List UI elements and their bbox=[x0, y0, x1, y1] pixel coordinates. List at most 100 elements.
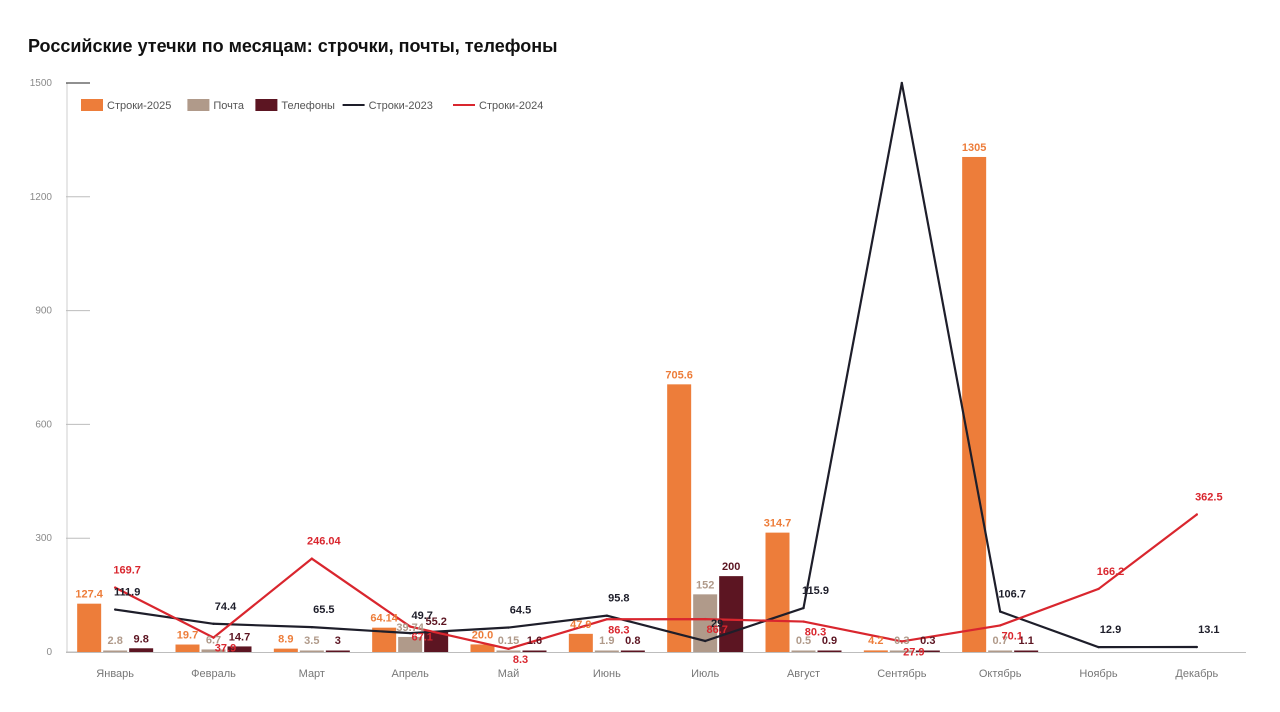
bar bbox=[889, 650, 914, 652]
x-tick-label: Март bbox=[299, 668, 325, 680]
legend-swatch bbox=[81, 99, 103, 111]
bar bbox=[398, 636, 423, 652]
series-point bbox=[1097, 645, 1100, 649]
bar-data-label: 4.2 bbox=[868, 635, 883, 647]
bar-data-label: 0.3 bbox=[894, 635, 909, 647]
bar-data-label: 8.9 bbox=[278, 634, 293, 646]
bar bbox=[620, 650, 645, 652]
x-tick-label: Январь bbox=[96, 668, 134, 680]
x-tick-label: Июнь bbox=[593, 668, 621, 680]
legend-label: Строки-2024 bbox=[479, 100, 543, 112]
bar-data-label: 19.7 bbox=[177, 630, 198, 642]
bar-data-label: 0.5 bbox=[796, 635, 811, 647]
line-data-label: 27.9 bbox=[903, 646, 924, 658]
line-data-label: 29 bbox=[711, 618, 723, 630]
series-point bbox=[998, 610, 1002, 613]
legend-swatch bbox=[187, 99, 210, 111]
bar bbox=[470, 644, 495, 652]
legend: Строки-2025 Почта Телефоны Строки-2023 Строк… bbox=[81, 99, 543, 112]
line-data-label: 13.1 bbox=[1198, 624, 1219, 636]
line-data-label: 49.7 bbox=[411, 610, 432, 622]
series-point bbox=[900, 81, 904, 85]
series-point bbox=[900, 640, 904, 643]
legend-label: Телефоны bbox=[281, 100, 335, 112]
bar bbox=[77, 603, 102, 652]
bar-data-label: 14.7 bbox=[229, 631, 250, 643]
bar bbox=[693, 594, 718, 652]
line-data-label: 106.7 bbox=[998, 589, 1026, 601]
bar-data-label: 705.6 bbox=[665, 369, 693, 381]
bar bbox=[1014, 650, 1039, 652]
y-tick-label: 1200 bbox=[30, 192, 53, 203]
series-point bbox=[998, 624, 1002, 627]
bar bbox=[817, 650, 842, 652]
series-point bbox=[703, 617, 707, 621]
bar bbox=[915, 650, 940, 652]
series-point bbox=[1097, 587, 1100, 591]
series-point bbox=[113, 586, 117, 589]
x-tick-label: Апрель bbox=[392, 668, 430, 680]
line-data-label: 65.5 bbox=[313, 604, 334, 616]
x-tick-label: Сентябрь bbox=[877, 668, 927, 680]
data-labels: 127.419.7 8.964.1420.047.9705.6314.74.213… bbox=[75, 142, 1222, 666]
bar bbox=[667, 384, 692, 652]
bar bbox=[175, 644, 200, 652]
bar bbox=[863, 650, 888, 652]
bars bbox=[77, 156, 1039, 652]
bar-data-label: 0.7 bbox=[993, 635, 1008, 647]
x-tick-label: Май bbox=[498, 668, 520, 680]
series-point bbox=[212, 636, 215, 639]
series-point bbox=[802, 606, 805, 610]
bar bbox=[522, 650, 547, 652]
bar-data-label: 6.7 bbox=[206, 634, 221, 646]
x-tick-label: Ноябрь bbox=[1079, 668, 1117, 680]
line-data-label: 115.9 bbox=[802, 585, 829, 597]
bar bbox=[299, 650, 324, 652]
line-data-label: 12.9 bbox=[1100, 624, 1121, 636]
x-tick-label: Октябрь bbox=[979, 668, 1022, 680]
bar-data-label: 1.1 bbox=[1019, 635, 1034, 647]
series-point bbox=[1195, 513, 1199, 516]
line-data-label: 246.04 bbox=[307, 536, 342, 548]
bar bbox=[325, 650, 350, 652]
bar-data-label: 9.8 bbox=[134, 633, 149, 645]
series-point bbox=[212, 622, 215, 625]
bar-data-label: 1305 bbox=[962, 142, 986, 154]
legend-label: Строки-2023 bbox=[369, 100, 433, 112]
bar bbox=[988, 650, 1013, 652]
chart-title: Российские утечки по месяцам: строчки, п… bbox=[28, 36, 558, 56]
line-data-label: 80.3 bbox=[805, 627, 826, 639]
bar-data-label: 2.8 bbox=[108, 635, 123, 647]
bar bbox=[227, 646, 252, 652]
bar bbox=[103, 650, 128, 652]
series-point bbox=[113, 608, 117, 611]
series-point bbox=[605, 614, 609, 617]
x-tick-label: Февраль bbox=[191, 668, 236, 680]
bar bbox=[496, 650, 521, 652]
bar-data-label: 64.14 bbox=[370, 613, 398, 625]
series-point bbox=[605, 618, 609, 621]
line-data-label: 67.1 bbox=[411, 632, 432, 644]
bar-data-label: 3 bbox=[335, 635, 341, 647]
line-data-label: 86.3 bbox=[608, 624, 629, 636]
line-data-label: 169.7 bbox=[113, 565, 141, 577]
lines bbox=[113, 81, 1199, 651]
bar-data-label: 0.8 bbox=[625, 635, 640, 647]
bar-data-label: 0.15 bbox=[498, 635, 519, 647]
series-point bbox=[507, 647, 510, 651]
x-axis: Январь Февраль Март Апрель Май Июнь Июль Август… bbox=[66, 652, 1246, 680]
bar-data-label: 39.74 bbox=[396, 622, 424, 634]
x-tick-label: Август bbox=[787, 668, 820, 680]
x-tick-label: Июль bbox=[691, 668, 719, 680]
bar bbox=[594, 650, 619, 652]
bar bbox=[273, 648, 298, 652]
bar bbox=[424, 631, 449, 652]
line-data-label: 8.3 bbox=[513, 654, 528, 666]
legend-label: Строки-2025 bbox=[107, 100, 171, 112]
bar bbox=[962, 156, 987, 652]
line-data-label: 37.9 bbox=[215, 643, 236, 655]
series-point bbox=[408, 625, 412, 628]
line-data-label: 86.7 bbox=[706, 624, 727, 636]
legend-swatch bbox=[255, 99, 278, 111]
